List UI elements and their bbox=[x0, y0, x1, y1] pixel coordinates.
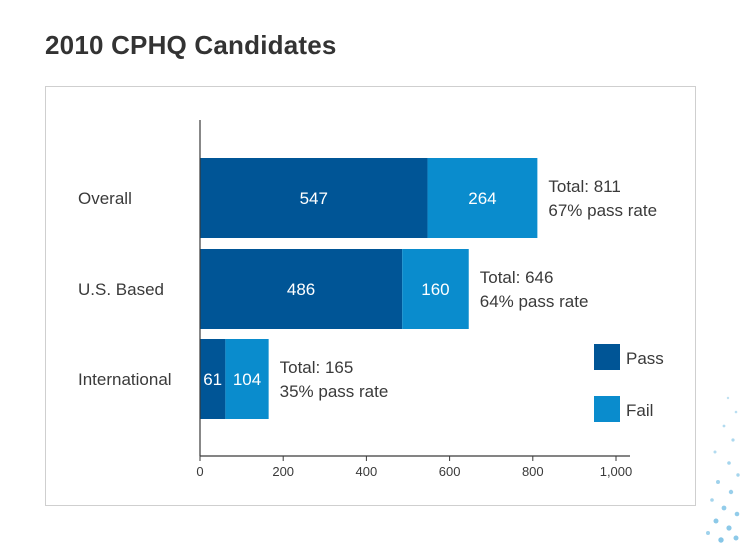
legend-label-fail: Fail bbox=[626, 401, 653, 420]
legend: Pass Fail bbox=[594, 344, 664, 422]
bar-value-label: 160 bbox=[421, 280, 449, 299]
legend-swatch-fail bbox=[594, 396, 620, 422]
bar-pass-2 bbox=[200, 339, 226, 419]
bar-pass-1 bbox=[200, 249, 403, 329]
category-label: U.S. Based bbox=[78, 280, 164, 299]
legend-swatch-pass bbox=[594, 344, 620, 370]
bar-fail-1 bbox=[402, 249, 469, 329]
x-tick-label: 200 bbox=[272, 464, 294, 479]
bar-value-label: 61 bbox=[203, 370, 222, 389]
x-tick-label: 1,000 bbox=[600, 464, 633, 479]
x-tick-label: 400 bbox=[356, 464, 378, 479]
category-label: Overall bbox=[78, 189, 132, 208]
bar-value-label: 486 bbox=[287, 280, 315, 299]
chart-title: 2010 CPHQ Candidates bbox=[45, 30, 337, 60]
bar-pass-0 bbox=[200, 158, 428, 238]
total-annotation: Total: 165 bbox=[280, 358, 354, 377]
labels-group: 547 264 Overall Total: 811 67% pass rate 486 1… bbox=[78, 177, 657, 401]
bar-fail-0 bbox=[427, 158, 538, 238]
total-annotation: Total: 646 bbox=[480, 268, 554, 287]
bar-fail-2 bbox=[225, 339, 269, 419]
pass-rate-annotation: 67% pass rate bbox=[548, 201, 657, 220]
legend-label-pass: Pass bbox=[626, 349, 664, 368]
bar-value-label: 264 bbox=[468, 189, 496, 208]
x-tick-label: 800 bbox=[522, 464, 544, 479]
x-tick-label: 600 bbox=[439, 464, 461, 479]
category-label: International bbox=[78, 370, 172, 389]
bars-group bbox=[200, 158, 538, 419]
total-annotation: Total: 811 bbox=[548, 177, 620, 196]
bar-value-label: 547 bbox=[300, 189, 328, 208]
chart-frame bbox=[45, 86, 696, 506]
axes-group: 0 200 400 600 800 1,000 bbox=[196, 120, 632, 479]
x-tick-label: 0 bbox=[196, 464, 203, 479]
pass-rate-annotation: 35% pass rate bbox=[280, 382, 389, 401]
pass-rate-annotation: 64% pass rate bbox=[480, 292, 589, 311]
bar-value-label: 104 bbox=[233, 370, 261, 389]
